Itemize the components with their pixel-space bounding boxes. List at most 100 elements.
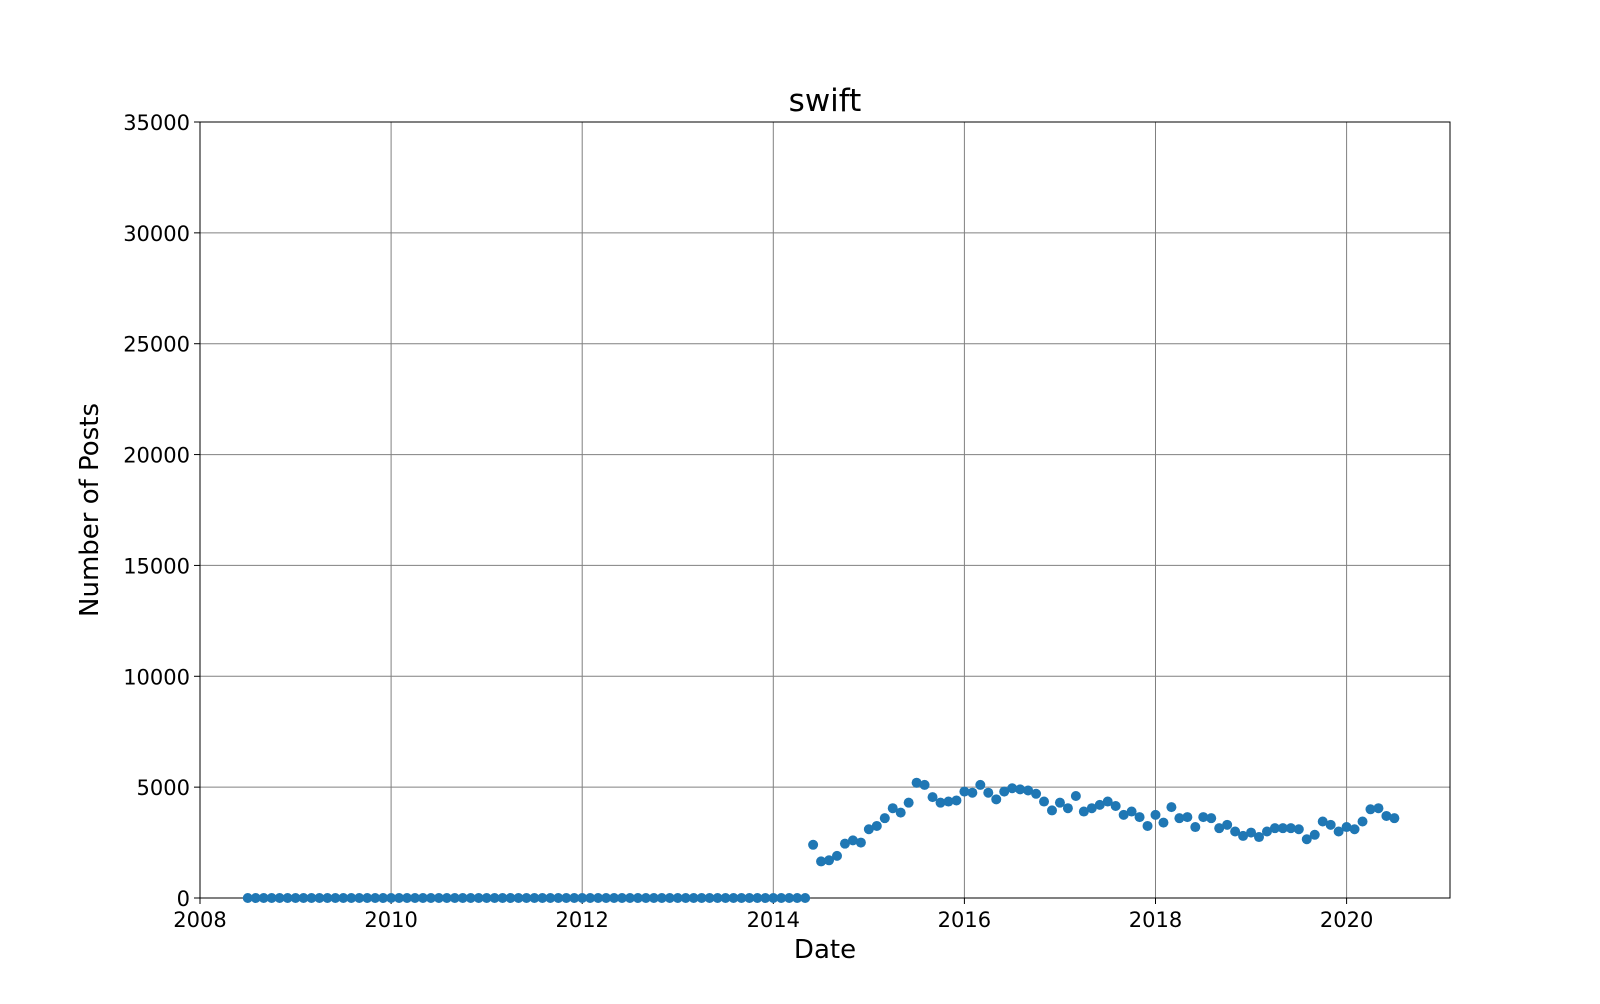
data-point [1078,806,1089,817]
x-tick-label: 2012 [555,908,608,932]
y-tick-label: 20000 [123,444,190,468]
data-point [1134,812,1145,823]
data-point [1174,813,1185,824]
data-point [919,779,930,790]
data-point [1054,797,1065,808]
data-point [529,893,540,903]
data-point [632,893,643,903]
x-tick-label: 2018 [1129,908,1182,932]
data-point [951,795,962,806]
data-point [1086,803,1097,814]
data-point [800,893,811,903]
data-point [1325,819,1336,830]
y-tick-label: 10000 [123,665,190,689]
data-point [871,820,882,831]
data-point [1333,826,1344,837]
data-point [1317,816,1328,827]
data-point [441,893,452,903]
data-point [489,893,500,903]
data-point [1062,803,1073,814]
data-point [1150,809,1161,820]
data-point [394,893,405,903]
data-point [282,893,293,903]
data-point [1198,812,1209,823]
data-point [927,792,938,803]
data-point [497,893,508,903]
y-tick-label: 5000 [137,776,190,800]
data-point [537,893,548,903]
data-point [887,803,898,814]
data-point [1238,830,1249,841]
data-point [553,893,564,903]
data-point [593,893,604,903]
data-point [832,850,842,861]
x-tick-label: 2020 [1320,908,1373,932]
data-point [808,839,819,850]
data-point [1094,799,1105,810]
data-point [362,893,373,903]
data-point [1166,802,1177,813]
data-point [696,893,707,903]
axis-ticks: 2008 2010 2012 2014 2016 2018 2020 0 5000 10000 15… [123,111,1373,932]
data-point [1070,791,1081,802]
data-point [577,893,588,903]
data-point [1341,822,1352,833]
data-point [839,838,850,849]
data-point [879,813,890,824]
y-tick-label: 30000 [123,222,190,246]
data-point [298,893,309,903]
data-point [346,893,357,903]
data-point [999,786,1010,797]
data-point [855,837,866,848]
data-point [521,893,532,903]
data-point [983,787,994,798]
data-point [1373,803,1384,814]
data-point [258,893,269,903]
data-point [664,893,675,903]
data-point [314,893,325,903]
data-point [824,855,835,866]
data-point [991,794,1002,805]
data-point [1039,796,1050,807]
data-point [1031,788,1042,799]
data-point [768,893,779,903]
data-point [1046,805,1057,816]
data-point [330,893,341,903]
data-point [935,797,946,808]
data-point [417,893,428,903]
data-point [601,893,612,903]
data-point [569,893,580,903]
data-point [449,893,460,903]
data-point [250,893,261,903]
data-point [959,786,970,797]
data-point [1214,823,1225,834]
data-point [911,777,922,788]
data-point [1357,816,1368,827]
plot-frame [199,121,1451,899]
data-point [720,893,731,903]
data-point [505,893,516,903]
data-point [1301,834,1312,845]
data-point [1293,824,1304,835]
data-point [513,893,524,903]
data-point [943,796,954,807]
y-tick-label: 25000 [123,333,190,357]
data-point [680,893,691,903]
data-point [792,893,803,903]
data-point [1309,829,1320,840]
data-point [290,893,301,903]
data-point [1142,820,1153,831]
data-point [784,893,795,903]
data-point [752,893,763,903]
data-point [465,893,476,903]
data-point [338,893,349,903]
data-point [1015,784,1026,795]
data-point [863,824,874,835]
data-point [242,893,253,903]
data-point [640,893,651,903]
data-point [1381,810,1392,821]
data-point [386,893,397,903]
grid-lines [199,121,1450,899]
data-point [1277,823,1288,834]
